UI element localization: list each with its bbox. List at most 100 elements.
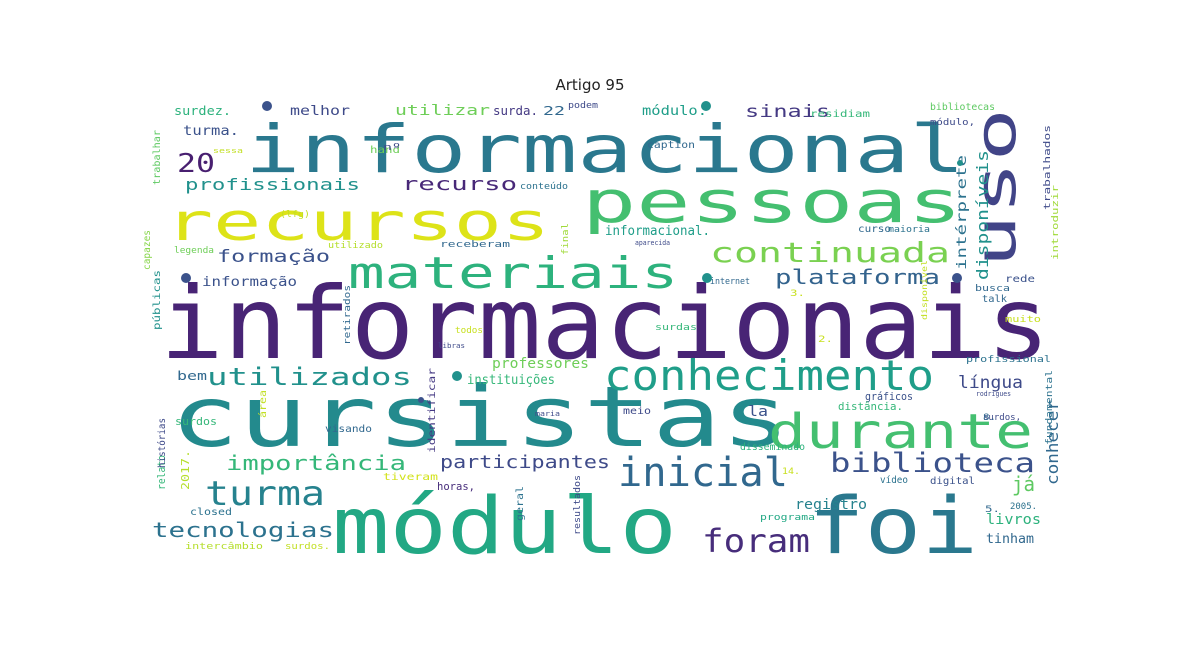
word-90: surdos, xyxy=(983,413,1021,423)
word-2: cursistas xyxy=(170,368,790,466)
word-45: bem xyxy=(177,369,207,383)
word-55: intercâmbio xyxy=(185,542,263,552)
word-79: residiam xyxy=(810,109,870,120)
word-42: módulo. xyxy=(642,104,707,119)
word-53: surdos xyxy=(175,415,217,428)
word-86: talk xyxy=(982,294,1007,305)
word-107: 8. xyxy=(983,413,996,423)
word-58: horas, xyxy=(437,480,475,493)
word-68: disseminado xyxy=(740,442,805,453)
word-93: retirados xyxy=(343,285,353,345)
word-34: informacional. xyxy=(605,224,710,239)
word-61: programa xyxy=(760,513,815,523)
word-97: hand xyxy=(370,145,400,156)
word-89: fundamental xyxy=(1045,370,1055,445)
word-11: continuada xyxy=(710,236,950,269)
word-21: profissionais xyxy=(185,175,360,194)
word-102: maria xyxy=(535,410,560,418)
bullet-dot xyxy=(181,273,191,283)
word-62: tiveram xyxy=(383,472,438,483)
word-46: la xyxy=(748,404,768,420)
word-51: capazes xyxy=(142,230,153,270)
word-4: foi xyxy=(808,482,978,572)
word-5: pessoas xyxy=(582,168,962,236)
word-91: 2005. xyxy=(1010,502,1037,512)
word-20: participantes xyxy=(440,452,610,473)
word-85: busca xyxy=(975,284,1010,294)
word-56: surdos. xyxy=(285,542,330,552)
bullet-dot xyxy=(418,397,424,403)
word-32: tinham xyxy=(986,532,1034,547)
word-109: (lfg) xyxy=(280,210,310,220)
word-26: língua xyxy=(958,373,1023,393)
word-33: registro xyxy=(795,497,867,513)
word-14: utilizados xyxy=(207,363,412,391)
word-95: surdas xyxy=(655,323,697,333)
word-52: trabalhar xyxy=(152,130,163,185)
bullet-dot xyxy=(452,371,462,381)
word-44: surdez. xyxy=(174,104,231,118)
word-54: closed xyxy=(190,507,232,518)
word-75: final xyxy=(561,223,571,255)
word-6: recursos xyxy=(165,193,550,253)
cloud-title: Artigo 95 xyxy=(555,76,625,94)
word-76: curso xyxy=(858,224,891,235)
word-28: disponíveis xyxy=(973,150,992,280)
word-71: conteúdo xyxy=(520,182,568,192)
word-47: 2017. xyxy=(179,450,192,490)
word-80: bibliotecas xyxy=(930,102,995,113)
word-31: livros xyxy=(986,512,1041,528)
word-41: 22 xyxy=(543,104,565,118)
word-81: módulo, xyxy=(930,117,975,128)
word-15: turma xyxy=(205,474,325,514)
word-36: instituições xyxy=(467,373,555,388)
word-24: sinais xyxy=(745,102,830,122)
word-1: informacional xyxy=(245,111,965,188)
word-35: professores xyxy=(492,356,589,372)
word-7: materiais xyxy=(348,248,678,299)
bullet-dot xyxy=(701,101,711,111)
word-110: sessa xyxy=(213,147,243,155)
word-10: conhecimento xyxy=(604,351,934,400)
bullet-dot xyxy=(262,101,272,111)
word-64: digital xyxy=(930,476,975,487)
word-70: podem xyxy=(568,101,598,111)
word-23: formação xyxy=(217,247,330,267)
word-92: identificar xyxy=(427,368,438,453)
word-74: legenda xyxy=(174,246,214,256)
word-25: 20 xyxy=(177,149,215,179)
word-78: internet xyxy=(710,277,750,287)
word-30: já xyxy=(1012,472,1035,496)
word-19: plataforma xyxy=(775,265,940,289)
word-106: 5. xyxy=(985,505,1000,515)
word-88: profissional xyxy=(966,355,1051,365)
bullet-dot xyxy=(952,273,962,283)
word-17: tecnologias xyxy=(152,518,334,542)
word-12: inicial xyxy=(618,450,788,496)
word-96: área xyxy=(257,390,269,418)
word-98: nº xyxy=(383,143,401,153)
word-0: informacionais xyxy=(160,265,1050,382)
word-87: muito xyxy=(1005,315,1041,325)
word-43: turma. xyxy=(183,124,239,139)
word-13: biblioteca xyxy=(830,448,1035,479)
word-60: resultados xyxy=(573,475,583,535)
word-77: maioria xyxy=(888,225,930,235)
word-40: surda. xyxy=(493,104,538,118)
word-94: todos xyxy=(455,326,483,336)
word-82: trabalhados xyxy=(1043,125,1053,210)
word-99: disponível xyxy=(920,260,929,320)
word-29: intérprete xyxy=(955,155,970,270)
word-108: 14. xyxy=(782,467,800,477)
bullet-dot xyxy=(957,160,963,166)
word-101: rodrigues xyxy=(976,390,1011,398)
word-50: públicas xyxy=(151,270,163,330)
word-103: libras xyxy=(438,342,465,350)
word-105: 3. xyxy=(790,289,805,299)
word-27: conhecer xyxy=(1043,400,1062,485)
word-39: utilizar xyxy=(395,103,490,119)
word-84: rede xyxy=(1005,274,1035,285)
word-104: 2. xyxy=(818,335,833,345)
word-66: distância. xyxy=(838,400,903,413)
